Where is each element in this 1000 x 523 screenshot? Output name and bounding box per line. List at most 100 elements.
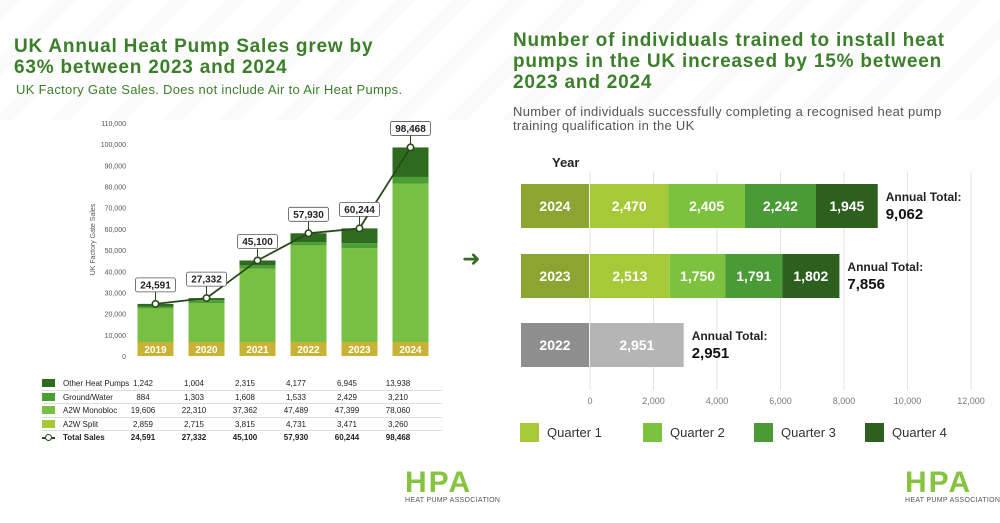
table-cell: 47,489 (283, 406, 309, 416)
legend-item: Quarter 1 (520, 423, 602, 442)
logo-letter: H (405, 466, 429, 499)
annual-total-label: Annual Total: (886, 190, 962, 204)
legend-label: Quarter 1 (547, 425, 602, 440)
annual-total-label: Annual Total: (692, 329, 768, 343)
bar-value-label: 2,470 (612, 198, 647, 214)
year-band (392, 342, 429, 356)
year-label: 2022 (539, 337, 570, 353)
table-cell: 1,004 (183, 379, 205, 388)
x-tick-label: 4,000 (706, 396, 729, 406)
x-tick-label: 2019 (144, 345, 167, 356)
legend-swatch (754, 423, 773, 442)
x-tick-label: 12,000 (957, 396, 985, 406)
total-label-box (237, 234, 278, 249)
table-cell: 3,471 (336, 419, 358, 429)
year-label: 2023 (539, 268, 570, 284)
table-row-total: Total Sales 24,591 27,332 45,100 57,930 60,24… (42, 431, 442, 444)
total-data-label: 27,332 (191, 275, 222, 286)
legend-label: Quarter 4 (892, 425, 947, 440)
table-cell: 3,260 (387, 419, 409, 429)
table-row: Other Heat Pumps 1,242 1,004 2,315 4,177 6,94… (42, 377, 442, 391)
table-cell: 27,332 (181, 433, 207, 443)
y-tick-label: 50,000 (105, 248, 127, 255)
table-row: A2W Monobloc 19,606 22,310 37,362 47,489 47,3… (42, 404, 442, 418)
bar-segment (239, 268, 276, 348)
total-sales-point (253, 256, 262, 265)
line-marker-icon (42, 434, 55, 442)
y-tick-label: 90,000 (105, 163, 127, 170)
table-row: Ground/Water 884 1,303 1,608 1,533 2,429 3,210 (42, 391, 442, 405)
logo-letter: P (928, 466, 949, 499)
x-tick-label: 0 (587, 396, 592, 406)
bar-segment (392, 147, 429, 177)
table-cell: 60,244 (334, 433, 360, 443)
table-cell: 3,815 (234, 419, 256, 429)
heat-pump-sales-chart: 0 10,000 20,000 30,000 40,000 50,000 60,000 70,… (90, 121, 431, 361)
table-cell: 22,310 (181, 406, 207, 416)
bar-value-label: 1,802 (793, 268, 828, 284)
total-sales-point (151, 299, 160, 308)
total-data-label: 98,468 (395, 124, 426, 135)
bar-segment (341, 228, 378, 244)
y-tick-label: 80,000 (105, 185, 127, 192)
table-cell: 1,608 (234, 392, 256, 402)
y-axis-label: UK Factory Gate Sales (90, 203, 97, 275)
bar-segment (290, 242, 327, 246)
left-chart-subtitle: UK Factory Gate Sales. Does not include … (16, 82, 403, 97)
logo-caption: HEAT PUMP ASSOCIATION (405, 497, 501, 504)
annual-total-value: 9,062 (886, 206, 924, 223)
arrow-right-icon: ➜ (462, 246, 481, 271)
legend-swatch (42, 379, 55, 387)
year-band (188, 342, 225, 356)
bar-segment (744, 184, 816, 228)
y-tick-label: 10,000 (105, 333, 127, 340)
bar-value-label: 2,242 (763, 198, 798, 214)
bar-segment (290, 233, 327, 243)
table-cell: 24,591 (130, 433, 156, 443)
logo-letter: A (448, 466, 473, 499)
year-band (290, 342, 327, 356)
table-row-label: Total Sales (63, 433, 105, 443)
logo-caption: HEAT PUMP ASSOCIATION (905, 497, 1000, 504)
bar-value-label: 1,791 (736, 268, 771, 284)
table-cell: 6,945 (336, 379, 358, 388)
table-cell: 19,606 (130, 406, 156, 416)
legend-item: Quarter 2 (643, 423, 725, 442)
x-tick-label: 8,000 (833, 396, 856, 406)
bar-segment (669, 254, 726, 298)
x-tick-label: 2023 (348, 345, 371, 356)
total-sales-point (202, 294, 211, 303)
line-marker-dot (45, 434, 52, 442)
logo-letter: H (905, 466, 929, 499)
year-band (137, 342, 174, 356)
total-data-label: 24,591 (140, 280, 171, 291)
table-cell: 13,938 (385, 379, 411, 388)
annual-total-value: 2,951 (692, 345, 730, 362)
table-cell: 1,303 (183, 392, 205, 402)
annual-total-value: 7,856 (847, 276, 885, 293)
bar-segment (590, 254, 670, 298)
table-cell: 1,242 (132, 379, 154, 388)
total-data-label: 45,100 (242, 237, 273, 248)
total-data-label: 57,930 (293, 210, 324, 221)
table-cell: 2,429 (336, 392, 358, 402)
legend-swatch (865, 423, 884, 442)
table-cell: 4,177 (285, 379, 307, 388)
bar-segment (239, 265, 276, 269)
bar-segment (341, 243, 378, 249)
x-tick-label: 2021 (246, 345, 269, 356)
total-label-box (135, 277, 176, 293)
table-row: A2W Split 2,859 2,715 3,815 4,731 3,471 3,260 (42, 418, 442, 432)
y-tick-label: 70,000 (105, 206, 127, 213)
legend-swatch (42, 392, 55, 401)
table-row-label: Ground/Water (63, 392, 113, 402)
x-tick-label: 10,000 (894, 396, 922, 406)
bar-segment (290, 245, 327, 346)
legend-swatch (643, 423, 662, 442)
table-cell: 45,100 (232, 433, 258, 443)
legend-swatch (520, 423, 539, 442)
year-label: 2024 (539, 198, 570, 214)
x-tick-label: 2024 (399, 345, 422, 356)
bar-segment (392, 183, 429, 350)
table-cell: 2,859 (132, 419, 154, 429)
